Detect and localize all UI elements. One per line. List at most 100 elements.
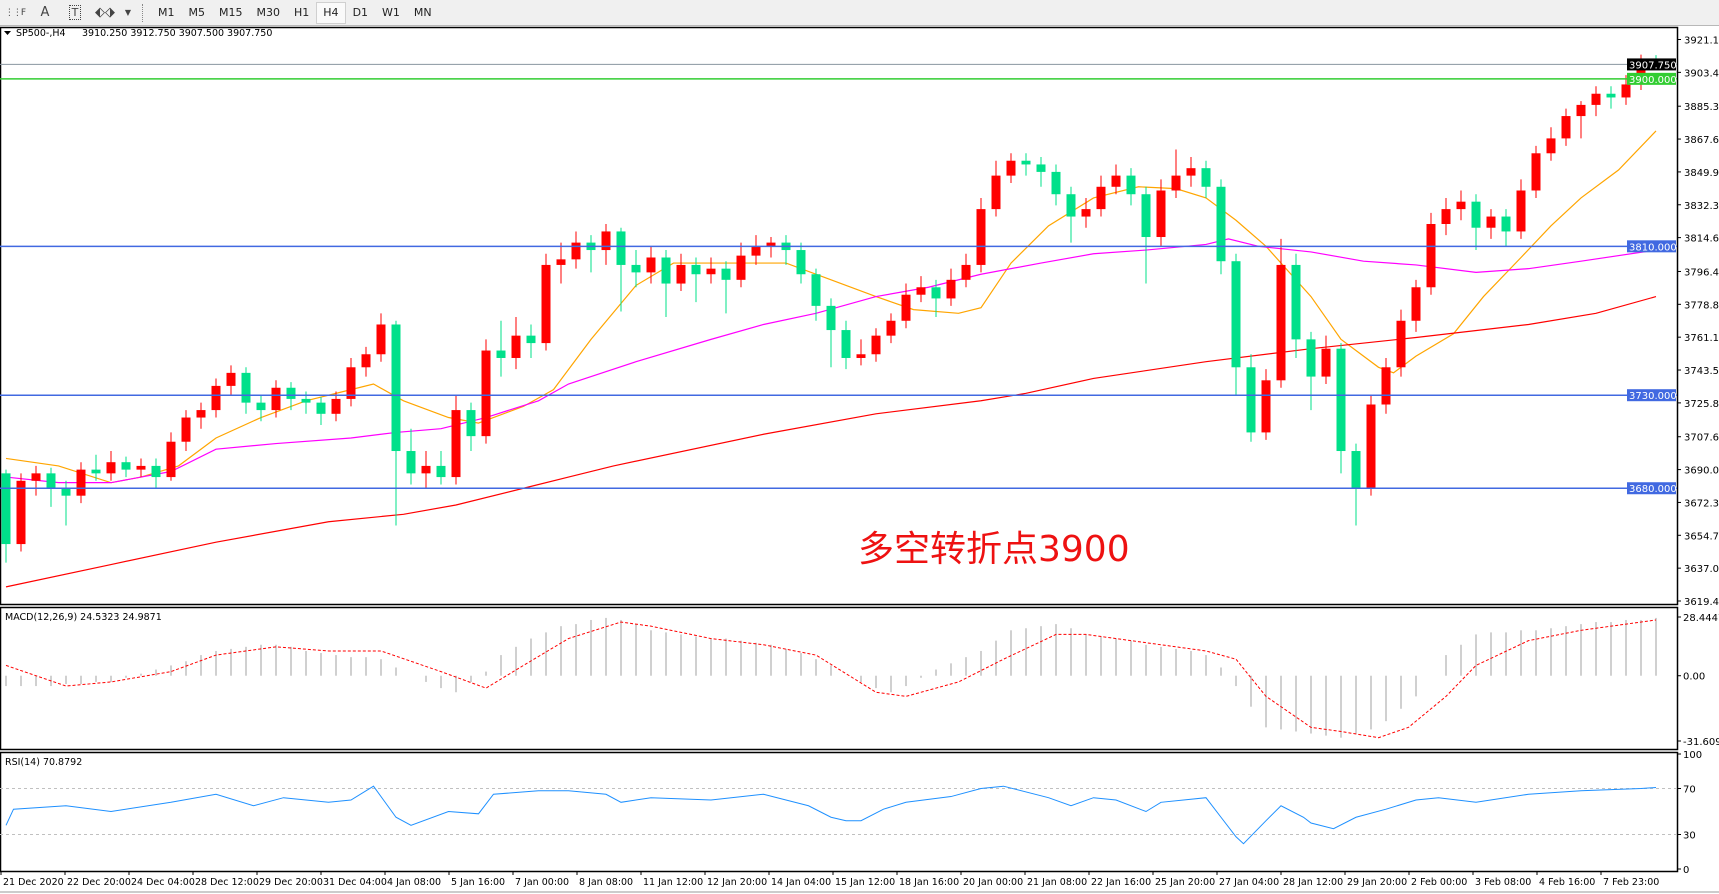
candle-body <box>106 462 116 474</box>
price-tick-label: 3778.835 <box>1684 300 1719 311</box>
timeframe-m15-button[interactable]: M15 <box>219 6 243 19</box>
candle <box>406 428 416 485</box>
rsi-panel <box>0 751 1679 873</box>
date-tick-label: 25 Jan 20:00 <box>1155 877 1215 888</box>
candle-body <box>166 441 176 478</box>
candle-body <box>31 473 41 481</box>
candle-body <box>1621 84 1631 98</box>
timeframe-mn-button[interactable]: MN <box>413 6 432 19</box>
candle-body <box>676 264 686 284</box>
candle <box>976 197 986 273</box>
date-tick-label: 7 Jan 00:00 <box>515 877 569 888</box>
candle <box>571 231 581 269</box>
candle-body <box>1276 264 1286 381</box>
rsi-label: RSI(14) 70.8792 <box>5 757 82 768</box>
candle <box>811 268 821 321</box>
candle-body <box>856 354 866 358</box>
candle <box>211 378 221 418</box>
date-tick-label: 7 Feb 23:00 <box>1603 877 1659 888</box>
candle <box>766 237 776 258</box>
date-tick-label: 18 Jan 16:00 <box>899 877 959 888</box>
timeframe-h1-button[interactable]: H1 <box>294 6 310 19</box>
candle-body <box>1381 367 1391 405</box>
timeframe-d1-button[interactable]: D1 <box>352 6 369 19</box>
candle-body <box>436 465 446 478</box>
candle-body <box>1006 160 1016 176</box>
moving-average-line-1 <box>5 238 1657 484</box>
candle-body <box>1396 320 1406 368</box>
price-tick-label: 3849.990 <box>1684 168 1719 179</box>
arrows-icon[interactable]: ⬖⬗ <box>95 5 115 20</box>
price-tick-label: 3832.335 <box>1684 201 1719 212</box>
candle <box>256 395 266 422</box>
candle-body <box>1036 164 1046 172</box>
rsi-tick-label: 100 <box>1683 750 1702 761</box>
candle <box>1606 86 1616 109</box>
candle <box>1186 157 1196 187</box>
ohlc-readout: 3910.250 3912.750 3907.500 3907.750 <box>82 28 272 39</box>
candle-body <box>571 242 581 260</box>
timeframe-m1-button[interactable]: M1 <box>158 6 175 19</box>
grid-icon[interactable]: ⋮⋮F <box>4 7 26 18</box>
candle-body <box>1546 138 1556 154</box>
text-icon[interactable]: A <box>40 5 50 20</box>
main-price-panel <box>0 26 1679 606</box>
candle <box>1216 179 1226 275</box>
candle <box>931 279 941 318</box>
candle <box>991 160 1001 217</box>
candle <box>286 382 296 411</box>
candle-body <box>916 287 926 295</box>
candle <box>871 328 881 362</box>
candle-body <box>661 257 671 284</box>
candle <box>1 469 11 563</box>
candle-body <box>1411 287 1421 321</box>
candle-body <box>421 465 431 474</box>
candle <box>1156 179 1166 247</box>
candle <box>1201 160 1211 198</box>
candle <box>376 313 386 362</box>
candle-body <box>1186 168 1196 176</box>
candle <box>1531 145 1541 198</box>
text-label-icon[interactable]: T <box>63 2 87 24</box>
candle <box>436 451 446 485</box>
candle-body <box>706 268 716 275</box>
timeframe-h4-button[interactable]: H4 <box>316 1 346 24</box>
candle <box>1096 175 1106 217</box>
date-tick-label: 11 Jan 12:00 <box>643 877 703 888</box>
candle-body <box>391 324 401 452</box>
timeframe-m30-button[interactable]: M30 <box>256 6 281 19</box>
current-price-label: 3907.750 <box>1629 60 1677 71</box>
candle <box>1396 309 1406 377</box>
candle <box>886 313 896 344</box>
candle <box>1486 209 1496 239</box>
timeframe-w1-button[interactable]: W1 <box>382 6 400 19</box>
rsi-tick-label: 70 <box>1683 785 1696 796</box>
candle <box>1471 194 1481 251</box>
level-price-label: 3810.000 <box>1629 242 1677 253</box>
candle-body <box>1 473 11 545</box>
candle-body <box>541 264 551 344</box>
candle-body <box>631 264 641 273</box>
candle-body <box>151 465 161 478</box>
date-tick-label: 4 Feb 16:00 <box>1539 877 1595 888</box>
price-tick-label: 3885.300 <box>1684 102 1719 113</box>
date-tick-label: 31 Dec 04:00 <box>323 877 387 888</box>
candle <box>166 432 176 481</box>
candle <box>646 246 656 284</box>
candle-body <box>1486 216 1496 228</box>
candle <box>1036 157 1046 187</box>
dropdown-icon[interactable]: ▼ <box>124 8 132 17</box>
price-tick-label: 3921.145 <box>1684 36 1719 47</box>
candle <box>1411 279 1421 332</box>
candle-body <box>961 264 971 280</box>
candle-body <box>736 255 746 280</box>
candle-body <box>616 231 626 265</box>
price-tick-label: 3867.645 <box>1684 135 1719 146</box>
chart-canvas[interactable]: 3921.145 3903.490 3885.300 3867.645 3849.990… <box>0 26 1719 894</box>
timeframe-m5-button[interactable]: M5 <box>188 6 206 19</box>
candle <box>676 253 686 291</box>
level-price-label: 3900.000 <box>1629 75 1677 86</box>
macd-tick-label: 28.4447 <box>1683 613 1719 624</box>
candle-body <box>1591 93 1601 105</box>
candle <box>46 467 56 507</box>
